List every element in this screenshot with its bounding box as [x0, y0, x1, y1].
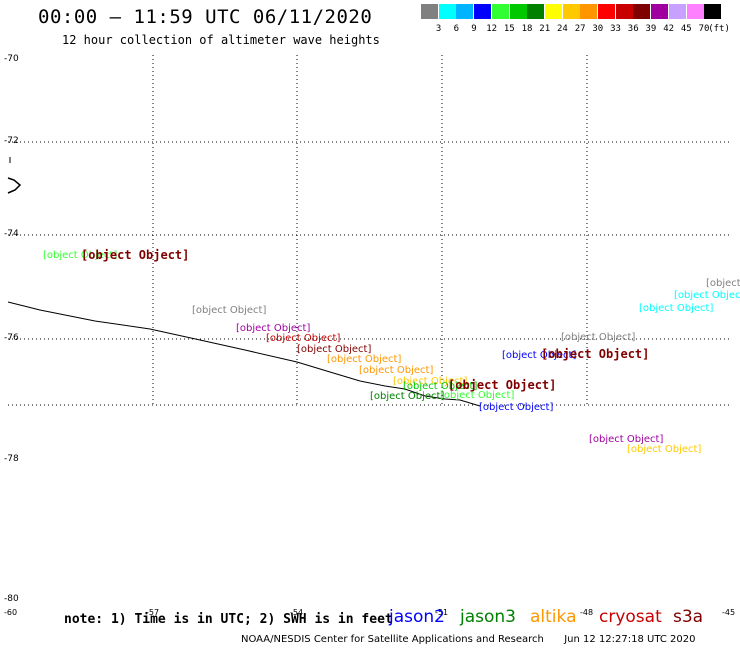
legend-cryosat: cryosat [599, 607, 662, 627]
color-scale-label: 45 [680, 24, 692, 34]
wave-height-label: [object Object] [706, 278, 740, 289]
lon-label: -60 [4, 608, 18, 617]
color-swatch [474, 4, 492, 19]
latitude-labels: -70 -72 -74 -76 -78 -80 [4, 54, 19, 604]
color-swatch [456, 4, 474, 19]
footer-credit: NOAA/NESDIS Center for Satellite Applica… [241, 634, 695, 645]
wave-height-label: [object Object] [674, 290, 740, 301]
units-note: note: 1) Time is in UTC; 2) SWH is in fe… [64, 612, 393, 627]
footer-timestamp: Jun 12 12:27:18 UTC 2020 [564, 634, 696, 645]
color-scale-label: 9 [471, 24, 477, 34]
lon-label: -51 [435, 608, 449, 617]
lon-label: -57 [146, 608, 160, 617]
wave-height-label: [object Object] [359, 365, 433, 376]
color-scale-label: 24 [557, 24, 568, 34]
wave-height-label: [object Object] [639, 303, 713, 314]
pass-time-labels: [object Object] [object Object] [object … [81, 248, 649, 392]
wave-height-label: [object Object] [561, 332, 635, 343]
lat-label: -72 [4, 136, 19, 146]
wave-height-label: [object Object] [236, 323, 310, 334]
color-swatch [615, 4, 633, 19]
wave-height-label: [object Object] [589, 434, 663, 445]
color-scale-label: 3 [435, 24, 442, 34]
color-swatch [598, 4, 615, 19]
wave-height-label: [object Object] [479, 402, 553, 413]
color-scale-label: 21 [539, 24, 551, 34]
legend-jason3: jason3 [460, 607, 516, 627]
wave-height-label: [object Object] [393, 376, 467, 387]
lat-label: -74 [4, 229, 19, 239]
lat-label: -70 [4, 54, 19, 64]
color-swatch [438, 4, 456, 19]
wave-height-label: [object Object] [370, 391, 444, 402]
wave-height-label: [object Object] [627, 444, 701, 455]
map-grid [8, 55, 732, 406]
wave-height-label: [object Object] [327, 354, 401, 365]
pass-time-label: [object Object] [81, 248, 189, 262]
color-swatch [651, 4, 669, 19]
legend-altika: altika [530, 607, 577, 627]
color-swatch [562, 4, 580, 19]
wave-height-label: [object Object] [43, 250, 117, 261]
color-scale-label: 27 [574, 24, 586, 34]
wave-height-label: [object Object] [192, 305, 266, 316]
color-scale-label: 6 [453, 24, 460, 34]
lat-label: -80 [4, 594, 19, 604]
color-scale-label: 30 [592, 24, 604, 34]
lon-label: -54 [290, 608, 304, 617]
color-scale-label: 39 [645, 24, 657, 34]
lat-label: -76 [4, 333, 19, 343]
map-title: 00:00 – 11:59 UTC 06/11/2020 [38, 6, 373, 28]
legend-jason2: jason2 [389, 607, 445, 627]
color-scale-label: 42 [663, 24, 675, 34]
color-scale-label: 18 [521, 24, 533, 34]
color-scale-label: 33 [610, 24, 621, 34]
color-swatch [491, 4, 509, 19]
color-swatch [527, 4, 545, 19]
color-swatch [686, 4, 704, 19]
color-scale-label: 12 [486, 24, 498, 34]
coast-fragment [7, 177, 22, 194]
color-swatch [633, 4, 651, 19]
legend-s3a: s3a [673, 607, 704, 627]
footer-agency: NOAA/NESDIS Center for Satellite Applica… [241, 634, 544, 645]
wave-height-labels: [object Object] [object Object] [object … [43, 250, 740, 455]
color-swatch [580, 4, 598, 19]
lat-label: -78 [4, 454, 19, 464]
color-swatch [668, 4, 686, 19]
wave-height-label: [object Object] [403, 381, 477, 392]
color-swatch [544, 4, 562, 19]
wave-height-label: [object Object] [440, 390, 514, 401]
pass-time-label: [object Object] [541, 347, 649, 361]
map-subtitle: 12 hour collection of altimeter wave hei… [62, 33, 380, 47]
color-scale-label: 36 [627, 24, 639, 34]
wave-height-label: [object Object] [297, 344, 371, 355]
lon-label: -48 [580, 608, 594, 617]
pass-time-label: [object Object] [448, 378, 556, 392]
color-scale-label: 15 [503, 24, 515, 34]
color-swatch [509, 4, 527, 19]
lon-label: -45 [722, 608, 736, 617]
color-scale-unit: (ft) [708, 24, 730, 34]
color-swatch [704, 4, 722, 19]
color-swatch [421, 4, 438, 19]
color-scale-label: 70 [698, 24, 710, 34]
coastline [7, 301, 481, 407]
wave-height-label: [object Object] [502, 350, 576, 361]
wave-height-label: [object Object] [266, 333, 340, 344]
